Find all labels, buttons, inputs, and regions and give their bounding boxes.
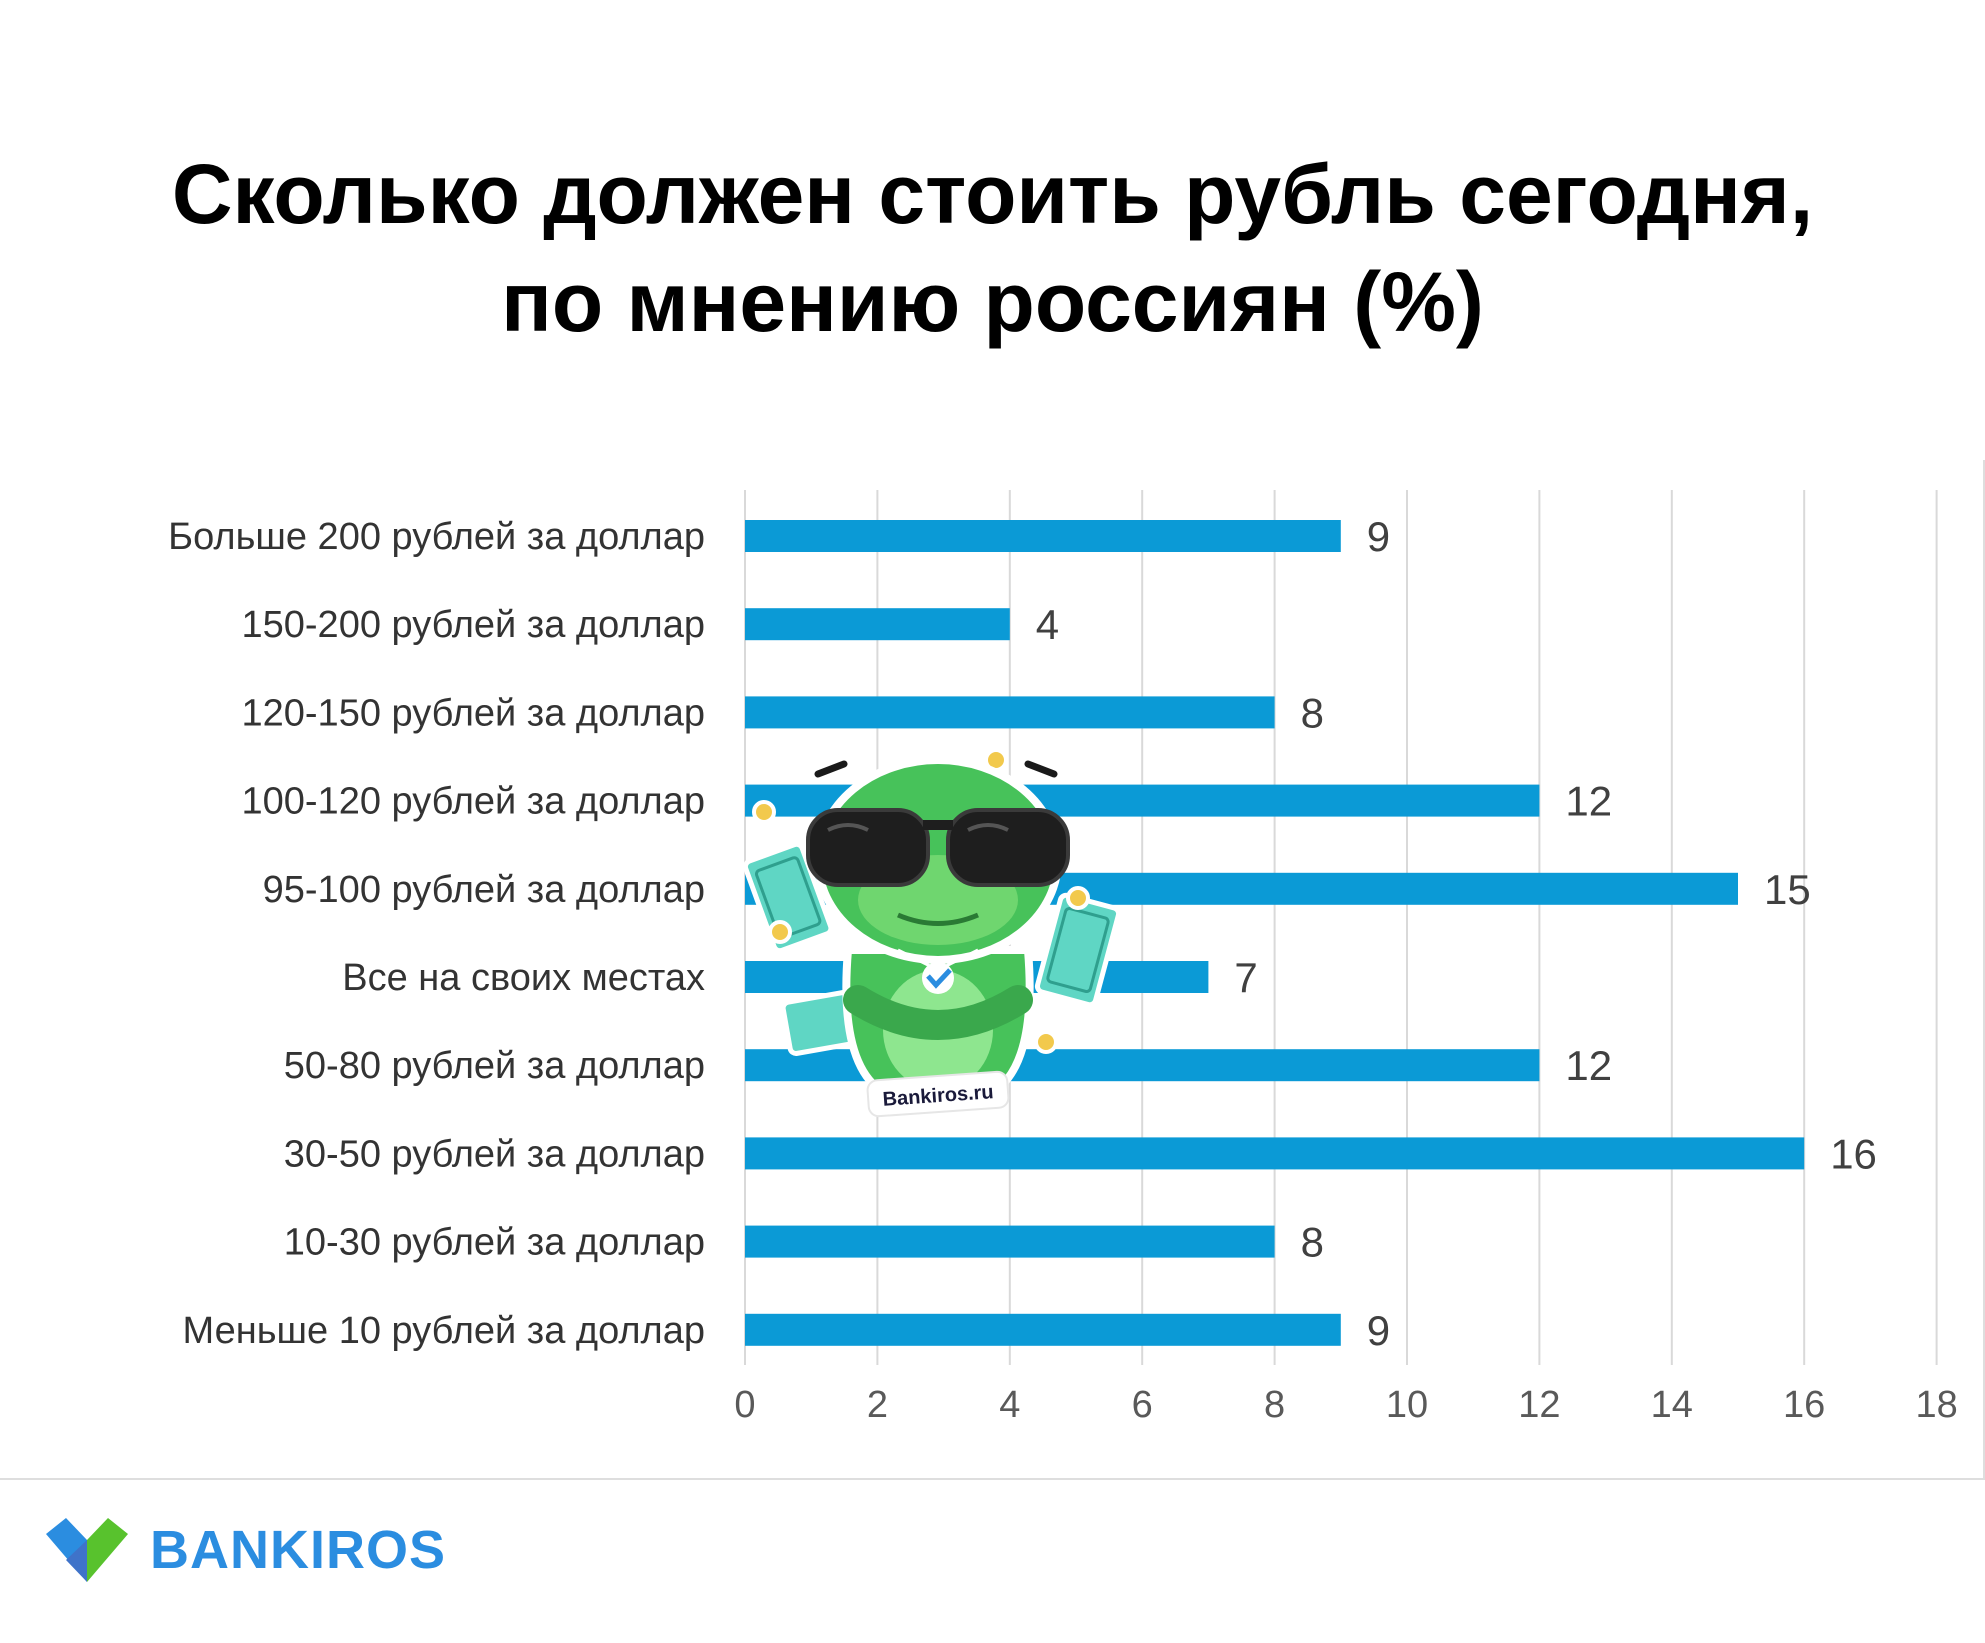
chart-title: Сколько должен стоить рубль сегодня, по … <box>0 140 1985 356</box>
category-label: Все на своих местах <box>342 957 705 999</box>
bar <box>745 1313 1341 1346</box>
bankiros-checkmark-icon <box>46 1518 128 1582</box>
data-label: 15 <box>1764 866 1811 913</box>
bar <box>745 1137 1805 1170</box>
bankiros-pendant-icon <box>922 962 954 994</box>
bar <box>745 520 1341 552</box>
coin-icon <box>1034 1030 1058 1054</box>
coin-icon <box>752 800 776 824</box>
data-label: 8 <box>1301 1219 1324 1266</box>
bar <box>745 608 1010 641</box>
category-label: 30-50 рублей за доллар <box>284 1133 705 1175</box>
x-tick-label: 16 <box>1783 1384 1825 1426</box>
x-tick-label: 12 <box>1518 1384 1560 1426</box>
x-tick-label: 2 <box>867 1384 888 1426</box>
category-label: 100-120 рублей за доллар <box>242 781 706 823</box>
money-bill-icon <box>1034 892 1122 1008</box>
x-tick-label: 14 <box>1651 1384 1693 1426</box>
bar <box>745 1225 1275 1258</box>
chart-title-line2: по мнению россиян (%) <box>501 255 1484 349</box>
chart-title-line1: Сколько должен стоить рубль сегодня, <box>171 147 1814 241</box>
data-label: 9 <box>1367 1307 1390 1354</box>
category-label: Меньше 10 рублей за доллар <box>183 1310 705 1352</box>
bar <box>745 696 1275 729</box>
x-tick-label: 6 <box>1132 1384 1153 1426</box>
data-label: 7 <box>1234 954 1257 1001</box>
data-label: 12 <box>1565 778 1612 825</box>
money-bill-icon <box>742 841 834 954</box>
data-label: 4 <box>1036 601 1059 648</box>
coin-icon <box>1066 886 1090 910</box>
category-label: Больше 200 рублей за доллар <box>168 516 705 558</box>
x-tick-label: 0 <box>734 1384 755 1426</box>
category-label: 120-150 рублей за доллар <box>242 692 706 734</box>
category-label: 50-80 рублей за доллар <box>284 1045 705 1087</box>
logo-text: BANKIROS <box>150 1520 447 1580</box>
x-tick-label: 8 <box>1264 1384 1285 1426</box>
category-label: 10-30 рублей за доллар <box>284 1222 705 1264</box>
x-tick-label: 18 <box>1915 1384 1957 1426</box>
bankiros-logo: BANKIROS <box>46 1512 446 1588</box>
data-label: 12 <box>1565 1042 1612 1089</box>
data-label: 16 <box>1830 1130 1877 1177</box>
x-tick-label: 4 <box>999 1384 1020 1426</box>
coin-icon <box>768 920 792 944</box>
category-label: 95-100 рублей за доллар <box>263 869 705 911</box>
sunglasses-icon <box>806 808 1070 887</box>
frog-mascot-icon: Bankiros.ru <box>742 750 1122 1118</box>
x-tick-label: 10 <box>1386 1384 1428 1426</box>
data-label: 8 <box>1301 689 1324 736</box>
category-label: 150-200 рублей за доллар <box>242 604 706 646</box>
data-label: 9 <box>1367 513 1390 560</box>
